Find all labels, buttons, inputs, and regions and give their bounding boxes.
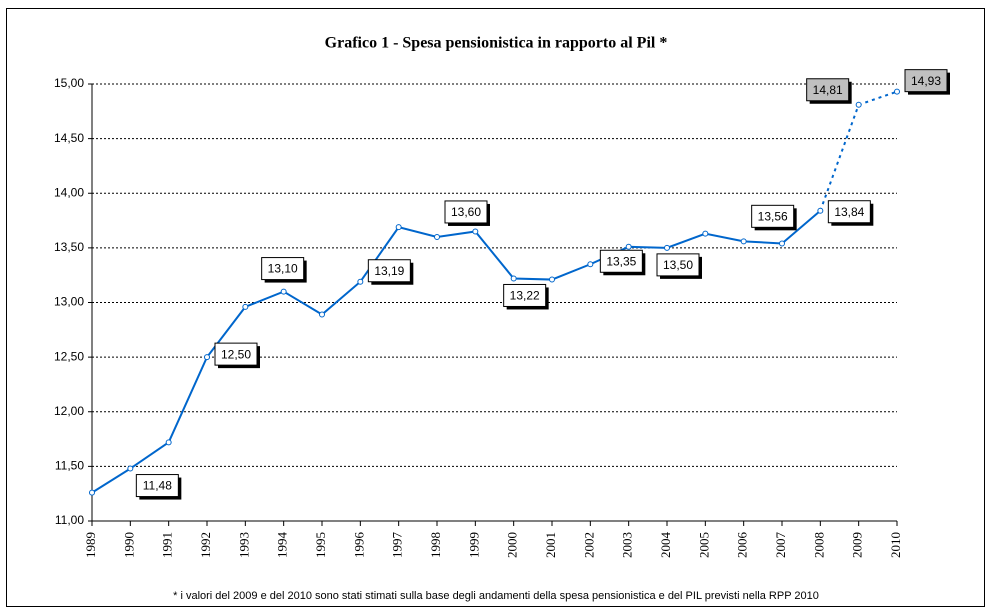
data-label: 12,50: [221, 347, 251, 361]
data-label: 11,48: [143, 479, 172, 493]
data-label: 13,50: [663, 258, 693, 272]
x-tick-label: 1989: [83, 532, 98, 558]
y-tick-label: 12,00: [54, 404, 84, 418]
data-label: 13,10: [268, 262, 298, 276]
x-tick-label: 1991: [160, 532, 175, 558]
x-tick-label: 1998: [428, 532, 443, 558]
data-label: 14,81: [813, 83, 843, 97]
x-tick-label: 2001: [543, 532, 558, 558]
label-box: [444, 200, 488, 224]
x-tick-label: 2004: [658, 532, 673, 559]
data-point: [549, 276, 555, 283]
data-point: [740, 238, 747, 245]
data-point: [165, 439, 172, 446]
x-tick-label: 2005: [696, 532, 711, 558]
data-label: 13,60: [451, 205, 481, 219]
data-point: [625, 243, 632, 250]
x-tick-label: 2007: [773, 532, 788, 559]
data-point: [702, 230, 709, 237]
x-tick-label: 1996: [351, 532, 366, 559]
data-point: [779, 240, 785, 247]
chart-title: Grafico 1 - Spesa pensionistica in rappo…: [325, 35, 668, 52]
x-tick-label: 1990: [121, 532, 136, 558]
y-tick-label: 14,00: [54, 185, 84, 199]
label-box: [656, 253, 700, 277]
x-tick-label: 1994: [275, 532, 290, 559]
label-box: [214, 342, 258, 366]
label-box: [806, 78, 850, 102]
data-point: [817, 207, 824, 214]
chart-border: [6, 8, 985, 607]
x-tick-label: 2008: [811, 532, 826, 558]
connector-line: [819, 104, 860, 212]
data-label: 13,35: [606, 254, 636, 268]
x-tick-label: 1995: [313, 532, 328, 558]
data-point: [395, 224, 402, 231]
x-tick-label: 2006: [735, 532, 750, 559]
data-point: [587, 261, 594, 268]
y-tick-label: 14,50: [54, 131, 84, 145]
footnote: * i valori del 2009 e del 2010 sono stat…: [173, 590, 819, 602]
data-label: 13,22: [510, 289, 540, 303]
y-tick-label: 15,00: [54, 76, 84, 90]
label-box: [827, 200, 871, 224]
x-tick-label: 2000: [505, 532, 520, 558]
label-box: [904, 69, 948, 93]
x-tick-label: 1993: [236, 532, 251, 558]
data-point: [357, 278, 364, 285]
y-tick-label: 11,00: [55, 513, 84, 527]
y-tick-label: 12,50: [54, 349, 84, 363]
data-label: 14,93: [911, 74, 941, 88]
data-point: [472, 228, 479, 235]
x-tick-label: 2002: [581, 532, 596, 558]
x-tick-label: 1992: [198, 532, 213, 558]
x-tick-label: 1997: [390, 532, 405, 559]
data-point: [894, 88, 900, 95]
label-box: [135, 474, 179, 498]
x-tick-label: 1999: [466, 532, 481, 558]
x-tick-label: 2003: [620, 532, 635, 558]
label-box: [599, 249, 643, 273]
data-point: [510, 275, 517, 282]
label-box: [367, 259, 411, 283]
data-line: [91, 209, 821, 494]
y-tick-label: 11,50: [55, 459, 84, 473]
data-point: [664, 244, 670, 251]
x-tick-label: 2010: [888, 532, 903, 558]
data-label: 13,19: [374, 264, 404, 278]
data-point: [89, 489, 95, 496]
y-tick-label: 13,00: [54, 295, 84, 309]
data-label: 13,84: [834, 205, 864, 219]
data-point: [127, 465, 134, 472]
data-point: [319, 311, 325, 318]
x-tick-label: 2009: [850, 532, 865, 558]
data-point: [855, 101, 862, 108]
data-label: 13,56: [758, 209, 788, 223]
data-point: [242, 303, 249, 310]
data-point: [434, 233, 440, 240]
label-box: [751, 204, 795, 228]
label-box: [261, 257, 305, 281]
data-point: [280, 288, 287, 295]
label-box: [503, 283, 547, 307]
y-tick-label: 13,50: [54, 240, 84, 254]
data-point: [204, 354, 210, 361]
